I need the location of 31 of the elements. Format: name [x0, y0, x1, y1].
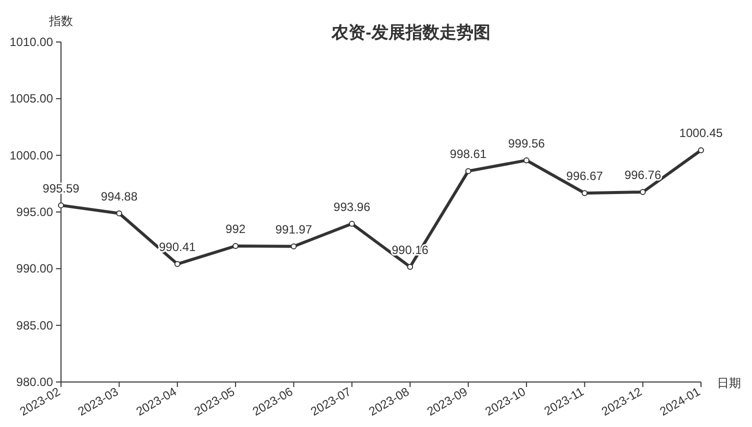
data-label: 991.97 [275, 222, 312, 236]
point [116, 210, 122, 216]
y-tick-label: 985.00 [16, 318, 54, 332]
chart-title: 农资-发展指数走势图 [330, 23, 490, 42]
point [58, 202, 64, 208]
data-label: 990.41 [159, 240, 196, 254]
y-tick-label: 990.00 [16, 262, 54, 276]
data-label: 993.96 [334, 200, 371, 214]
y-tick-label: 1000.00 [10, 148, 54, 162]
data-label: 998.61 [450, 147, 487, 162]
x-axis-title: 日期 [717, 376, 741, 390]
point [465, 168, 472, 174]
data-label: 1000.45 [679, 126, 724, 140]
y-tick-label: 980.00 [16, 375, 54, 389]
y-tick-label: 1005.00 [10, 92, 54, 106]
point [174, 261, 180, 268]
y-tick-label: 995.00 [16, 205, 54, 219]
point [407, 264, 414, 270]
point [640, 189, 646, 196]
point [523, 157, 530, 164]
y-axis-title: 指数 [48, 14, 73, 28]
data-label: 996.76 [624, 168, 662, 182]
y-tick-label: 1010.00 [10, 35, 54, 49]
data-label: 992 [226, 222, 246, 236]
point [348, 220, 355, 227]
data-label: 994.88 [100, 189, 138, 204]
point [582, 190, 588, 196]
point [290, 243, 297, 250]
point [698, 147, 704, 154]
data-label: 999.56 [508, 136, 546, 150]
data-label: 996.67 [566, 169, 604, 184]
